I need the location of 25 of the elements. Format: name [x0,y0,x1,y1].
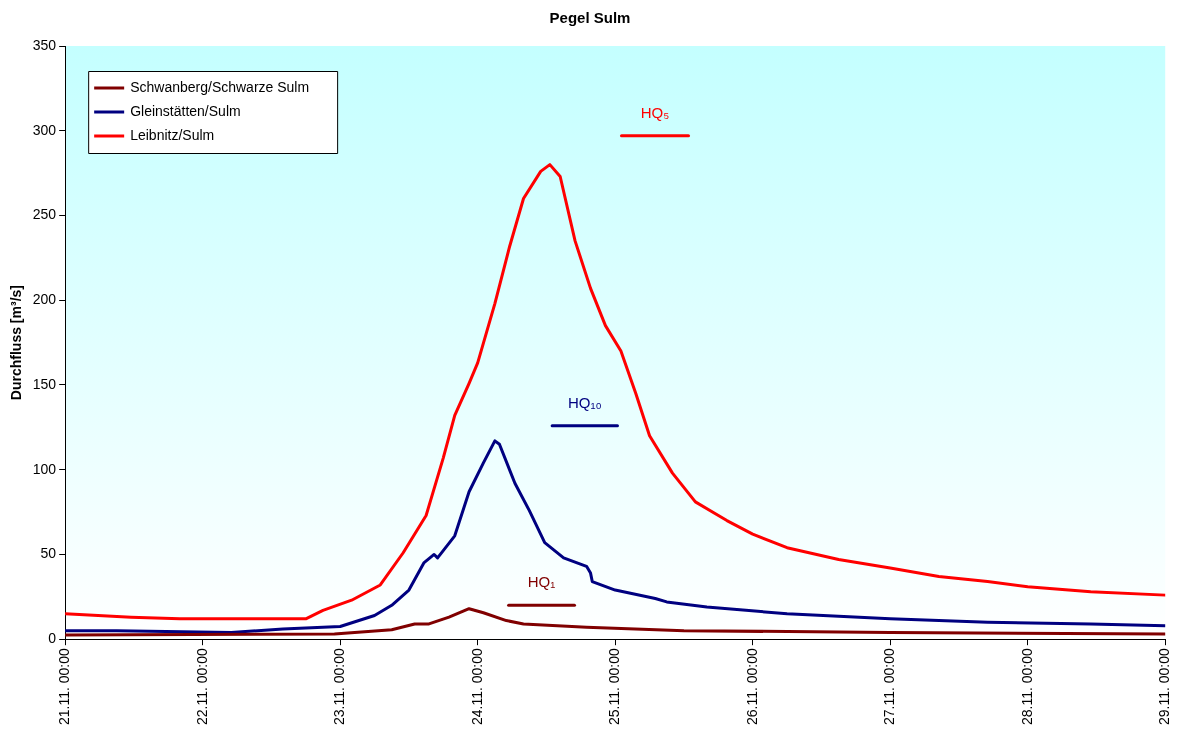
x-tick-label: 25.11. 00:00 [606,647,623,725]
series-label: HQ₁ [527,573,556,591]
x-tick-label: 24.11. 00:00 [468,647,485,725]
y-tick-label: 150 [32,375,57,392]
series-label: HQ₁₀ [567,393,602,411]
y-tick-label: 100 [32,460,57,477]
y-tick-label: 300 [32,121,57,138]
y-tick-label: 350 [32,36,57,53]
x-tick-label: 29.11. 00:00 [1156,647,1173,725]
x-tick-label: 23.11. 00:00 [331,647,348,725]
x-tick-label: 27.11. 00:00 [881,647,898,725]
y-tick-label: 0 [48,630,57,647]
series-label: HQ₅ [640,103,670,121]
chart-title: Pegel Sulm [549,9,631,27]
y-tick-label: 250 [32,206,57,223]
legend-label: Gleinstätten/Sulm [130,102,241,119]
x-tick-label: 21.11. 00:00 [56,647,73,725]
y-tick-label: 200 [32,291,57,308]
x-tick-label: 28.11. 00:00 [1018,647,1035,725]
y-axis-title: Durchfluss [m³/s] [8,285,25,401]
legend-label: Schwanberg/Schwarze Sulm [130,78,310,95]
x-tick-label: 22.11. 00:00 [193,647,210,725]
legend-label: Leibnitz/Sulm [130,126,215,143]
y-tick-label: 50 [40,545,57,562]
x-tick-label: 26.11. 00:00 [743,647,760,725]
